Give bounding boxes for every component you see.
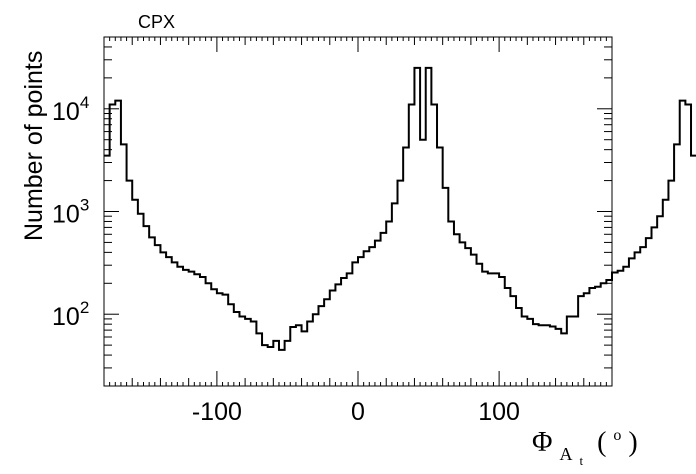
x-axis-unit-close: ) — [628, 427, 637, 458]
x-axis: -100 0 100 — [103, 37, 613, 426]
x-axis-symbol: Φ — [532, 427, 552, 458]
y-tick-label: 104 — [52, 93, 89, 126]
x-tick-label: -100 — [192, 398, 242, 426]
x-axis-subsubscript: t — [579, 453, 583, 468]
y-tick-label: 102 — [52, 298, 89, 331]
y-axis-title: Number of points — [20, 51, 48, 241]
histogram-series — [104, 66, 696, 351]
chart-title: CPX — [138, 12, 175, 32]
svg-text:Φ A t (: Φ A t ( o ) — [532, 416, 638, 472]
x-axis-title: Φ A t ( o ) — [532, 416, 638, 472]
x-axis-unit-open: ( — [597, 427, 606, 458]
y-tick-label: 103 — [52, 196, 89, 229]
x-axis-unit: o — [613, 427, 621, 444]
x-tick-label: 100 — [478, 398, 520, 426]
x-tick-label: 0 — [351, 398, 365, 426]
x-axis-subscript: A — [559, 444, 572, 464]
y-axis: 102 103 104 — [52, 36, 612, 387]
plot-frame — [103, 36, 613, 387]
plot-border — [103, 36, 613, 387]
